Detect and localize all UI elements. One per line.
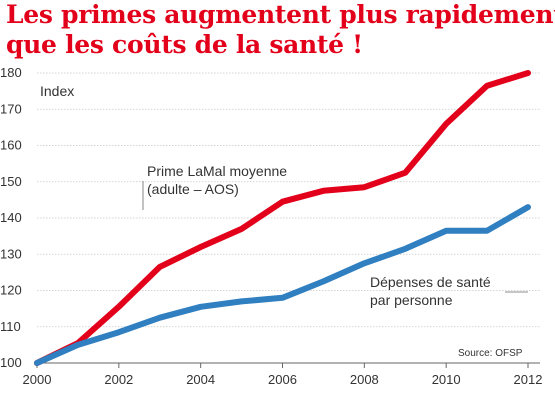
chart-title-line-1: Les primes augmentent plus rapidement [6,0,555,29]
x-tick-label-2006: 2006 [268,372,297,387]
y-tick-label-110: 110 [0,319,21,334]
x-tick-label-2004: 2004 [186,372,215,387]
y-tick-label-160: 160 [0,138,22,153]
x-tick-label-2008: 2008 [350,372,379,387]
y-tick-label-130: 130 [0,246,22,261]
series-labels: Prime LaMal moyenne (adulte – AOS) Dépense… [142,163,528,308]
y-tick-label-140: 140 [0,210,22,225]
y-tick-label-100: 100 [0,355,22,370]
y-tick-label-150: 150 [0,174,22,189]
source-note: Source: OFSP [458,348,523,359]
y-tick-label-120: 120 [0,283,22,298]
chart-title: Les primes augmentent plus rapidement qu… [6,0,555,60]
series-line-2 [34,204,531,366]
x-tick-label-2002: 2002 [104,372,133,387]
y-tick-label-170: 170 [0,101,22,116]
y-axis-label: Index [40,83,74,99]
x-axis: 2000 2002 2004 2006 2008 2010 2012 [23,363,543,387]
series-label-1-line-2: (adulte – AOS) [147,181,239,197]
x-tick-label-2012: 2012 [514,372,543,387]
series-lines [34,70,531,366]
series-line-1 [34,70,531,366]
chart-title-line-2: que les coûts de la santé ! [6,30,363,59]
x-tick-label-2000: 2000 [23,372,52,387]
y-tick-label-180: 180 [0,65,22,80]
gridlines [37,72,540,364]
y-axis: 100 110 120 130 140 150 160 170 180 [0,65,22,370]
series-label-1-line-1: Prime LaMal moyenne [147,163,287,179]
series-label-2-line-2: par personne [370,292,453,308]
series-label-2-line-1: Dépenses de santé [370,274,491,290]
x-tick-label-2010: 2010 [432,372,461,387]
